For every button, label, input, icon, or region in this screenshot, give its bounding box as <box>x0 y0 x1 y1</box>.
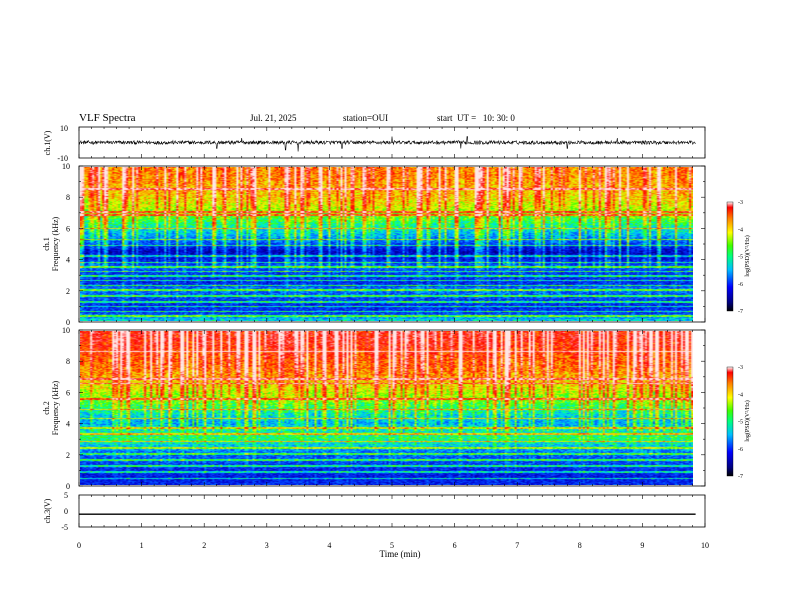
colorbar-tick-label: -4 <box>738 392 743 398</box>
freq-ytick-label: 8 <box>66 193 70 202</box>
ch1-ytick-label: 10 <box>60 124 68 133</box>
freq-ytick-label: 4 <box>66 256 70 265</box>
colorbar-tick-label: -3 <box>738 365 743 371</box>
x-tick-label: 4 <box>327 541 331 550</box>
ch1-spectrogram-image <box>80 167 693 321</box>
date-label: Jul. 21, 2025 <box>250 113 297 123</box>
freq-ytick-label: 10 <box>62 326 70 335</box>
x-tick-label: 8 <box>578 541 582 550</box>
freq-ytick-label: 6 <box>66 224 70 233</box>
x-tick-label: 3 <box>265 541 269 550</box>
ch3-waveform-frame <box>78 494 706 528</box>
station-label: station=OUI <box>343 113 389 123</box>
colorbar-tick-label: -4 <box>738 227 743 233</box>
ch2-colorbar-label: log(PSD)(V²/Hz) <box>744 400 751 441</box>
freq-ytick-label: 2 <box>66 287 70 296</box>
x-axis-label: Time (min) <box>380 549 421 559</box>
chart-title: VLF Spectra <box>79 112 136 124</box>
colorbar-tick-label: -3 <box>738 200 743 206</box>
colorbar-tick-label: -5 <box>738 255 743 261</box>
colorbar-tick-labels: -3 -4 -5 -6 -7 -3 -4 -5 -6 -7 <box>738 200 743 480</box>
x-tick-label: 6 <box>453 541 457 550</box>
x-tick-label: 0 <box>77 541 81 550</box>
colorbar-tick-label: -7 <box>738 309 743 315</box>
x-tick-label: 1 <box>140 541 144 550</box>
ch1-spectrogram-ylabel-channel: ch.1 <box>42 237 51 251</box>
x-tick-label: 9 <box>640 541 644 550</box>
ch2-spectrogram-ylabel-freq: Frequency (kHz) <box>51 380 60 435</box>
ch2-colorbar <box>726 366 734 477</box>
x-tick-label: 7 <box>515 541 519 550</box>
colorbar-tick-label: -6 <box>738 282 743 288</box>
colorbar-tick-label: -6 <box>738 447 743 453</box>
ch1-waveform-ylabel: ch.1(V) <box>43 130 52 155</box>
freq-ytick-label: 8 <box>66 357 70 366</box>
start-ut-label: start UT = 10: 30: 0 <box>437 113 515 123</box>
x-tick-label: 10 <box>701 541 709 550</box>
x-tick-label: 5 <box>390 541 394 550</box>
freq-ytick-label: 10 <box>62 162 70 171</box>
ch1-waveform-trace <box>79 136 696 152</box>
colorbar-tick-label: -7 <box>738 474 743 480</box>
freq-ytick-label: 4 <box>66 420 70 429</box>
colorbar-tick-label: -5 <box>738 420 743 426</box>
freq-ytick-label: 2 <box>66 451 70 460</box>
freq-ytick-label: 0 <box>66 482 70 491</box>
ch1-colorbar <box>726 201 734 312</box>
ch2-spectrogram-image <box>80 331 693 485</box>
ch3-ytick-label: 0 <box>64 507 68 516</box>
x-tick-label: 2 <box>202 541 206 550</box>
ch2-spectrogram-ylabel-channel: ch.2 <box>42 401 51 415</box>
ch1-spectrogram-ylabel-freq: Frequency (kHz) <box>51 216 60 271</box>
freq-ytick-label: 0 <box>66 318 70 327</box>
ch1-ytick-label: -10 <box>57 154 68 163</box>
ch3-ytick-label: -5 <box>61 523 68 532</box>
axis-ticks <box>78 127 706 527</box>
freq-ytick-label: 6 <box>66 388 70 397</box>
ch3-waveform-ylabel: ch.3(V) <box>43 498 52 523</box>
ch1-colorbar-label: log(PSD)(V²/Hz) <box>744 235 751 276</box>
ch3-ytick-label: 5 <box>64 491 68 500</box>
